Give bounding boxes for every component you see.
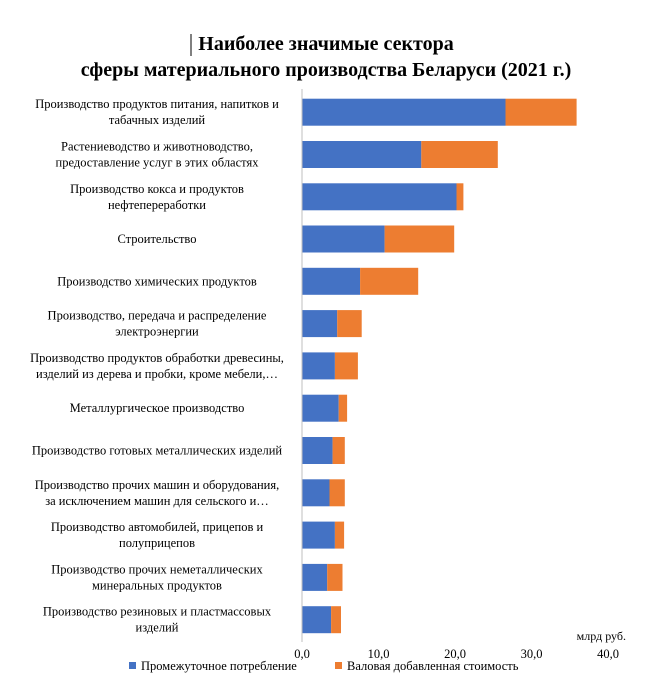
category-label-line: Растениеводство и животноводство, bbox=[61, 140, 253, 154]
x-tick-label: 10,0 bbox=[368, 647, 390, 661]
bar-intermediate-consumption bbox=[302, 394, 339, 422]
category-label: Производство прочих машин и оборудования… bbox=[35, 478, 280, 508]
bar-gross-value-added bbox=[327, 563, 343, 591]
bar-intermediate-consumption bbox=[302, 225, 385, 253]
bar-intermediate-consumption bbox=[302, 437, 333, 464]
category-label-line: минеральных продуктов bbox=[92, 578, 222, 592]
legend: Промежуточное потребление Валовая добавл… bbox=[129, 659, 519, 673]
x-tick-label: 20,0 bbox=[444, 647, 466, 661]
legend-swatch-value-added bbox=[335, 662, 342, 669]
category-label: Производство автомобилей, прицепов и полу… bbox=[51, 520, 264, 550]
bar-intermediate-consumption bbox=[302, 310, 338, 338]
x-tick-label: 40,0 bbox=[597, 647, 619, 661]
category-label: Производство продуктов обработки древеси… bbox=[30, 351, 284, 381]
bar-gross-value-added bbox=[384, 225, 455, 253]
bar-intermediate-consumption bbox=[302, 141, 422, 168]
category-label: Строительство bbox=[117, 232, 196, 246]
x-tick-label: 0,0 bbox=[294, 647, 310, 661]
x-axis: 0,0 10,0 20,0 30,0 40,0 bbox=[294, 89, 619, 661]
category-labels: Производство продуктов питания, напитков… bbox=[30, 97, 284, 635]
bar-gross-value-added bbox=[456, 183, 464, 211]
category-label-line: Производство прочих неметаллических bbox=[51, 562, 263, 576]
bar-gross-value-added bbox=[331, 606, 341, 634]
legend-label-value-added: Валовая добавленная стоимость bbox=[347, 659, 519, 673]
category-label: Производство резиновых и пластмассовых из… bbox=[43, 605, 272, 635]
legend-swatch-intermediate bbox=[129, 662, 136, 669]
category-label-line: Строительство bbox=[117, 232, 196, 246]
bar-intermediate-consumption bbox=[302, 521, 335, 549]
bar-gross-value-added bbox=[334, 521, 345, 549]
bar-intermediate-consumption bbox=[302, 479, 330, 507]
bar-intermediate-consumption bbox=[302, 563, 328, 591]
bar-intermediate-consumption bbox=[302, 267, 361, 295]
chart-title-line-1: Наиболее значимые сектора bbox=[198, 33, 453, 55]
category-label: Производство, передача и распределение эл… bbox=[48, 309, 267, 339]
bar-gross-value-added bbox=[360, 267, 419, 295]
bar-gross-value-added bbox=[329, 479, 345, 507]
bar-gross-value-added bbox=[338, 394, 348, 422]
category-label-line: Производство прочих машин и оборудования… bbox=[35, 478, 280, 492]
category-label-line: Производство химических продуктов bbox=[57, 274, 257, 288]
category-label-line: Производство готовых металлических издел… bbox=[32, 444, 283, 458]
bar-gross-value-added bbox=[334, 352, 358, 380]
bar-gross-value-added bbox=[505, 98, 577, 126]
bar-gross-value-added bbox=[421, 141, 498, 168]
category-label-line: изделий bbox=[136, 621, 179, 635]
category-label-line: Производство резиновых и пластмассовых bbox=[43, 605, 272, 619]
category-label-line: Производство автомобилей, прицепов и bbox=[51, 520, 264, 534]
category-label: Производство прочих неметаллических минер… bbox=[51, 562, 263, 592]
category-label-line: табачных изделий bbox=[109, 113, 206, 127]
category-label: Производство готовых металлических издел… bbox=[32, 444, 283, 458]
category-label-line: полуприцепов bbox=[119, 536, 195, 550]
category-label: Производство продуктов питания, напитков… bbox=[35, 97, 279, 127]
category-label: Растениеводство и животноводство, предост… bbox=[56, 140, 260, 170]
category-label-line: предоставление услуг в этих областях bbox=[56, 156, 260, 170]
category-label-line: Производство, передача и распределение bbox=[48, 309, 267, 323]
bar-intermediate-consumption bbox=[302, 352, 335, 380]
chart-title: Наиболее значимые сектора сферы материал… bbox=[81, 33, 572, 81]
x-axis-unit-label: млрд руб. bbox=[577, 629, 626, 643]
x-tick-label: 30,0 bbox=[521, 647, 543, 661]
category-label-line: нефтепереработки bbox=[108, 198, 206, 212]
category-label: Производство химических продуктов bbox=[57, 274, 257, 288]
category-label-line: Производство продуктов обработки древеси… bbox=[30, 351, 284, 365]
bar-intermediate-consumption bbox=[302, 98, 506, 126]
category-label: Производство кокса и продуктов нефтеперер… bbox=[70, 182, 244, 212]
category-label-line: Металлургическое производство bbox=[70, 401, 245, 415]
category-label-line: электроэнергии bbox=[115, 325, 199, 339]
bar-gross-value-added bbox=[332, 437, 345, 464]
bar-gross-value-added bbox=[337, 310, 362, 338]
bar-intermediate-consumption bbox=[302, 606, 332, 634]
chart-title-line-2: сферы материального производства Беларус… bbox=[81, 59, 572, 81]
bar-intermediate-consumption bbox=[302, 183, 457, 211]
bars bbox=[302, 98, 577, 634]
category-label: Металлургическое производство bbox=[70, 401, 245, 415]
legend-label-intermediate: Промежуточное потребление bbox=[141, 659, 297, 673]
category-label-line: Производство продуктов питания, напитков… bbox=[35, 97, 279, 111]
category-label-line: изделий из дерева и пробки, кроме мебели… bbox=[36, 367, 278, 381]
category-label-line: за исключением машин для сельского и… bbox=[45, 494, 269, 508]
category-label-line: Производство кокса и продуктов bbox=[70, 182, 244, 196]
